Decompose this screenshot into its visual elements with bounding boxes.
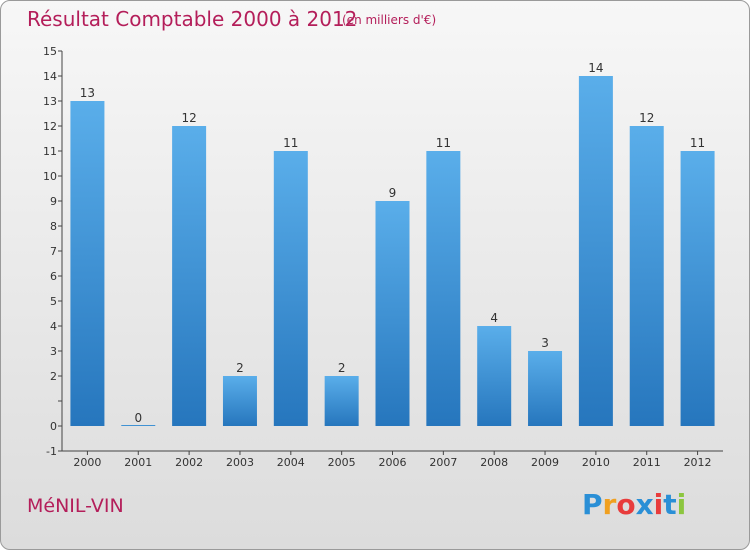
x-tick-label: 2006 [379, 456, 407, 469]
y-tick-label: 11 [43, 145, 57, 158]
y-tick-label: 3 [50, 345, 57, 358]
bar [477, 326, 512, 426]
y-tick-label: 12 [43, 120, 57, 133]
bar [121, 425, 156, 426]
data-label: 4 [490, 311, 498, 325]
bar [426, 151, 461, 426]
x-tick-label: 2011 [633, 456, 661, 469]
proxiti-logo: Proxiti [582, 488, 686, 521]
x-tick-label: 2005 [328, 456, 356, 469]
bar [629, 126, 664, 426]
y-tick-label: 6 [50, 270, 57, 283]
data-label: 13 [80, 86, 95, 100]
x-tick-label: 2003 [226, 456, 254, 469]
x-tick-label: 2008 [480, 456, 508, 469]
y-tick-label: -1 [46, 445, 57, 458]
logo-letter: i [653, 488, 664, 521]
x-tick-label: 2000 [73, 456, 101, 469]
y-tick-label: 14 [43, 70, 57, 83]
logo-letter: r [602, 488, 617, 521]
y-tick-label: 2 [50, 370, 57, 383]
commune-name: MéNIL-VIN [27, 495, 124, 517]
bar [680, 151, 715, 426]
y-tick-label: 4 [50, 320, 57, 333]
y-tick-label: 5 [50, 295, 57, 308]
y-tick-label: 9 [50, 195, 57, 208]
data-label: 11 [436, 136, 451, 150]
y-tick-label: 7 [50, 245, 57, 258]
y-tick-label: 8 [50, 220, 57, 233]
data-label: 0 [134, 411, 142, 425]
bar [172, 126, 207, 426]
logo-letter: o [616, 488, 636, 521]
y-tick-label: 10 [43, 170, 57, 183]
chart-title: Résultat Comptable 2000 à 2012 [27, 7, 358, 31]
bar [324, 376, 359, 426]
data-label: 9 [389, 186, 397, 200]
x-tick-label: 2012 [684, 456, 712, 469]
data-label: 11 [283, 136, 298, 150]
y-tick-label: 13 [43, 95, 57, 108]
logo-letter: x [635, 488, 654, 521]
x-tick-label: 2004 [277, 456, 305, 469]
y-tick-label: 15 [43, 45, 57, 58]
x-tick-label: 2009 [531, 456, 559, 469]
bar [375, 201, 410, 426]
bar [273, 151, 308, 426]
data-label: 3 [541, 336, 549, 350]
y-tick-label: 0 [50, 420, 57, 433]
bar [578, 76, 613, 426]
logo-letter: t [663, 488, 677, 521]
data-label: 14 [588, 61, 603, 75]
data-label: 12 [639, 111, 654, 125]
data-label: 12 [181, 111, 196, 125]
data-label: 2 [338, 361, 346, 375]
bar [222, 376, 257, 426]
x-tick-label: 2001 [124, 456, 152, 469]
logo-letter: i [676, 488, 687, 521]
data-label: 11 [690, 136, 705, 150]
data-label: 2 [236, 361, 244, 375]
chart-subtitle: (en milliers d'€) [342, 13, 437, 27]
x-tick-label: 2002 [175, 456, 203, 469]
x-tick-label: 2007 [429, 456, 457, 469]
logo-letter: P [582, 488, 603, 521]
x-tick-label: 2010 [582, 456, 610, 469]
bar [528, 351, 563, 426]
bar [70, 101, 105, 426]
